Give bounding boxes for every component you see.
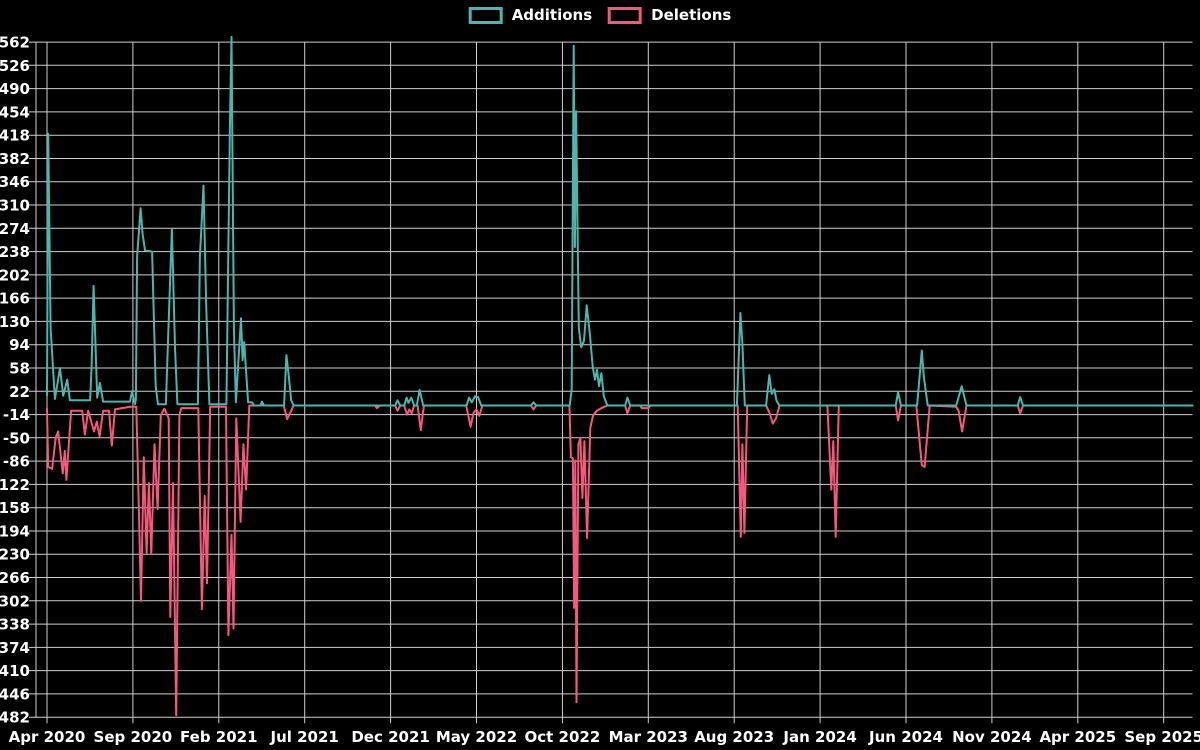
y-tick-label: 454 [0,103,30,121]
y-tick-label: -338 [0,616,30,634]
y-tick-label: -482 [0,709,30,727]
x-tick-label: Oct 2022 [525,728,601,746]
y-tick-label: 238 [0,243,30,261]
series-line-deletions [46,404,1194,717]
y-tick-label: 202 [0,266,30,284]
y-tick-label: 274 [0,220,30,238]
y-tick-label: 490 [0,80,30,98]
y-tick-label: -86 [3,453,30,471]
y-tick-label: -230 [0,546,30,564]
legend-item-additions[interactable]: Additions [468,6,593,24]
y-tick-label: 310 [0,197,30,215]
y-tick-label: 418 [0,127,30,145]
deletions-swatch-icon [608,7,643,24]
x-tick-label: Jun 2024 [868,728,943,746]
y-tick-label: 94 [9,336,30,354]
x-tick-label: Feb 2021 [180,728,258,746]
grid-lines [29,41,1193,724]
x-tick-label: Apr 2020 [9,728,86,746]
x-tick-label: Aug 2023 [694,728,774,746]
y-tick-label: 562 [0,34,30,52]
x-tick-label: Nov 2024 [952,728,1032,746]
y-tick-label: -410 [0,662,30,680]
series-line-additions [46,35,1194,407]
y-tick-label: 58 [9,359,30,377]
legend-item-deletions[interactable]: Deletions [608,7,731,24]
legend-label-deletions: Deletions [651,6,732,24]
legend-label-additions: Additions [511,6,593,24]
x-tick-label: May 2022 [436,728,517,746]
y-tick-label: -266 [0,569,30,587]
x-tick-label: Sep 2020 [94,728,173,746]
y-tick-label: 22 [9,383,30,401]
y-tick-label: -158 [0,499,30,517]
y-tick-label: -194 [0,522,30,540]
y-tick-label: -14 [3,406,30,424]
x-tick-label: Jan 2024 [782,728,856,746]
x-tick-label: Mar 2023 [609,728,688,746]
y-tick-label: 382 [0,150,30,168]
y-tick-label: 526 [0,57,30,75]
y-tick-label: -302 [0,592,30,610]
x-tick-label: Jul 2021 [270,728,339,746]
y-tick-label: 346 [0,173,30,191]
y-tick-label: -374 [0,639,30,657]
y-tick-label: 130 [0,313,30,331]
chart-legend: Additions Deletions [468,6,731,24]
additions-swatch-icon [468,7,503,24]
y-tick-label: -446 [0,685,30,703]
x-tick-label: Dec 2021 [351,728,430,746]
y-tick-label: 166 [0,290,30,308]
x-tick-label: Apr 2025 [1039,728,1116,746]
x-tick-label: Sep 2025 [1124,728,1200,746]
y-tick-label: -122 [0,476,30,494]
y-tick-label: -50 [3,429,30,447]
